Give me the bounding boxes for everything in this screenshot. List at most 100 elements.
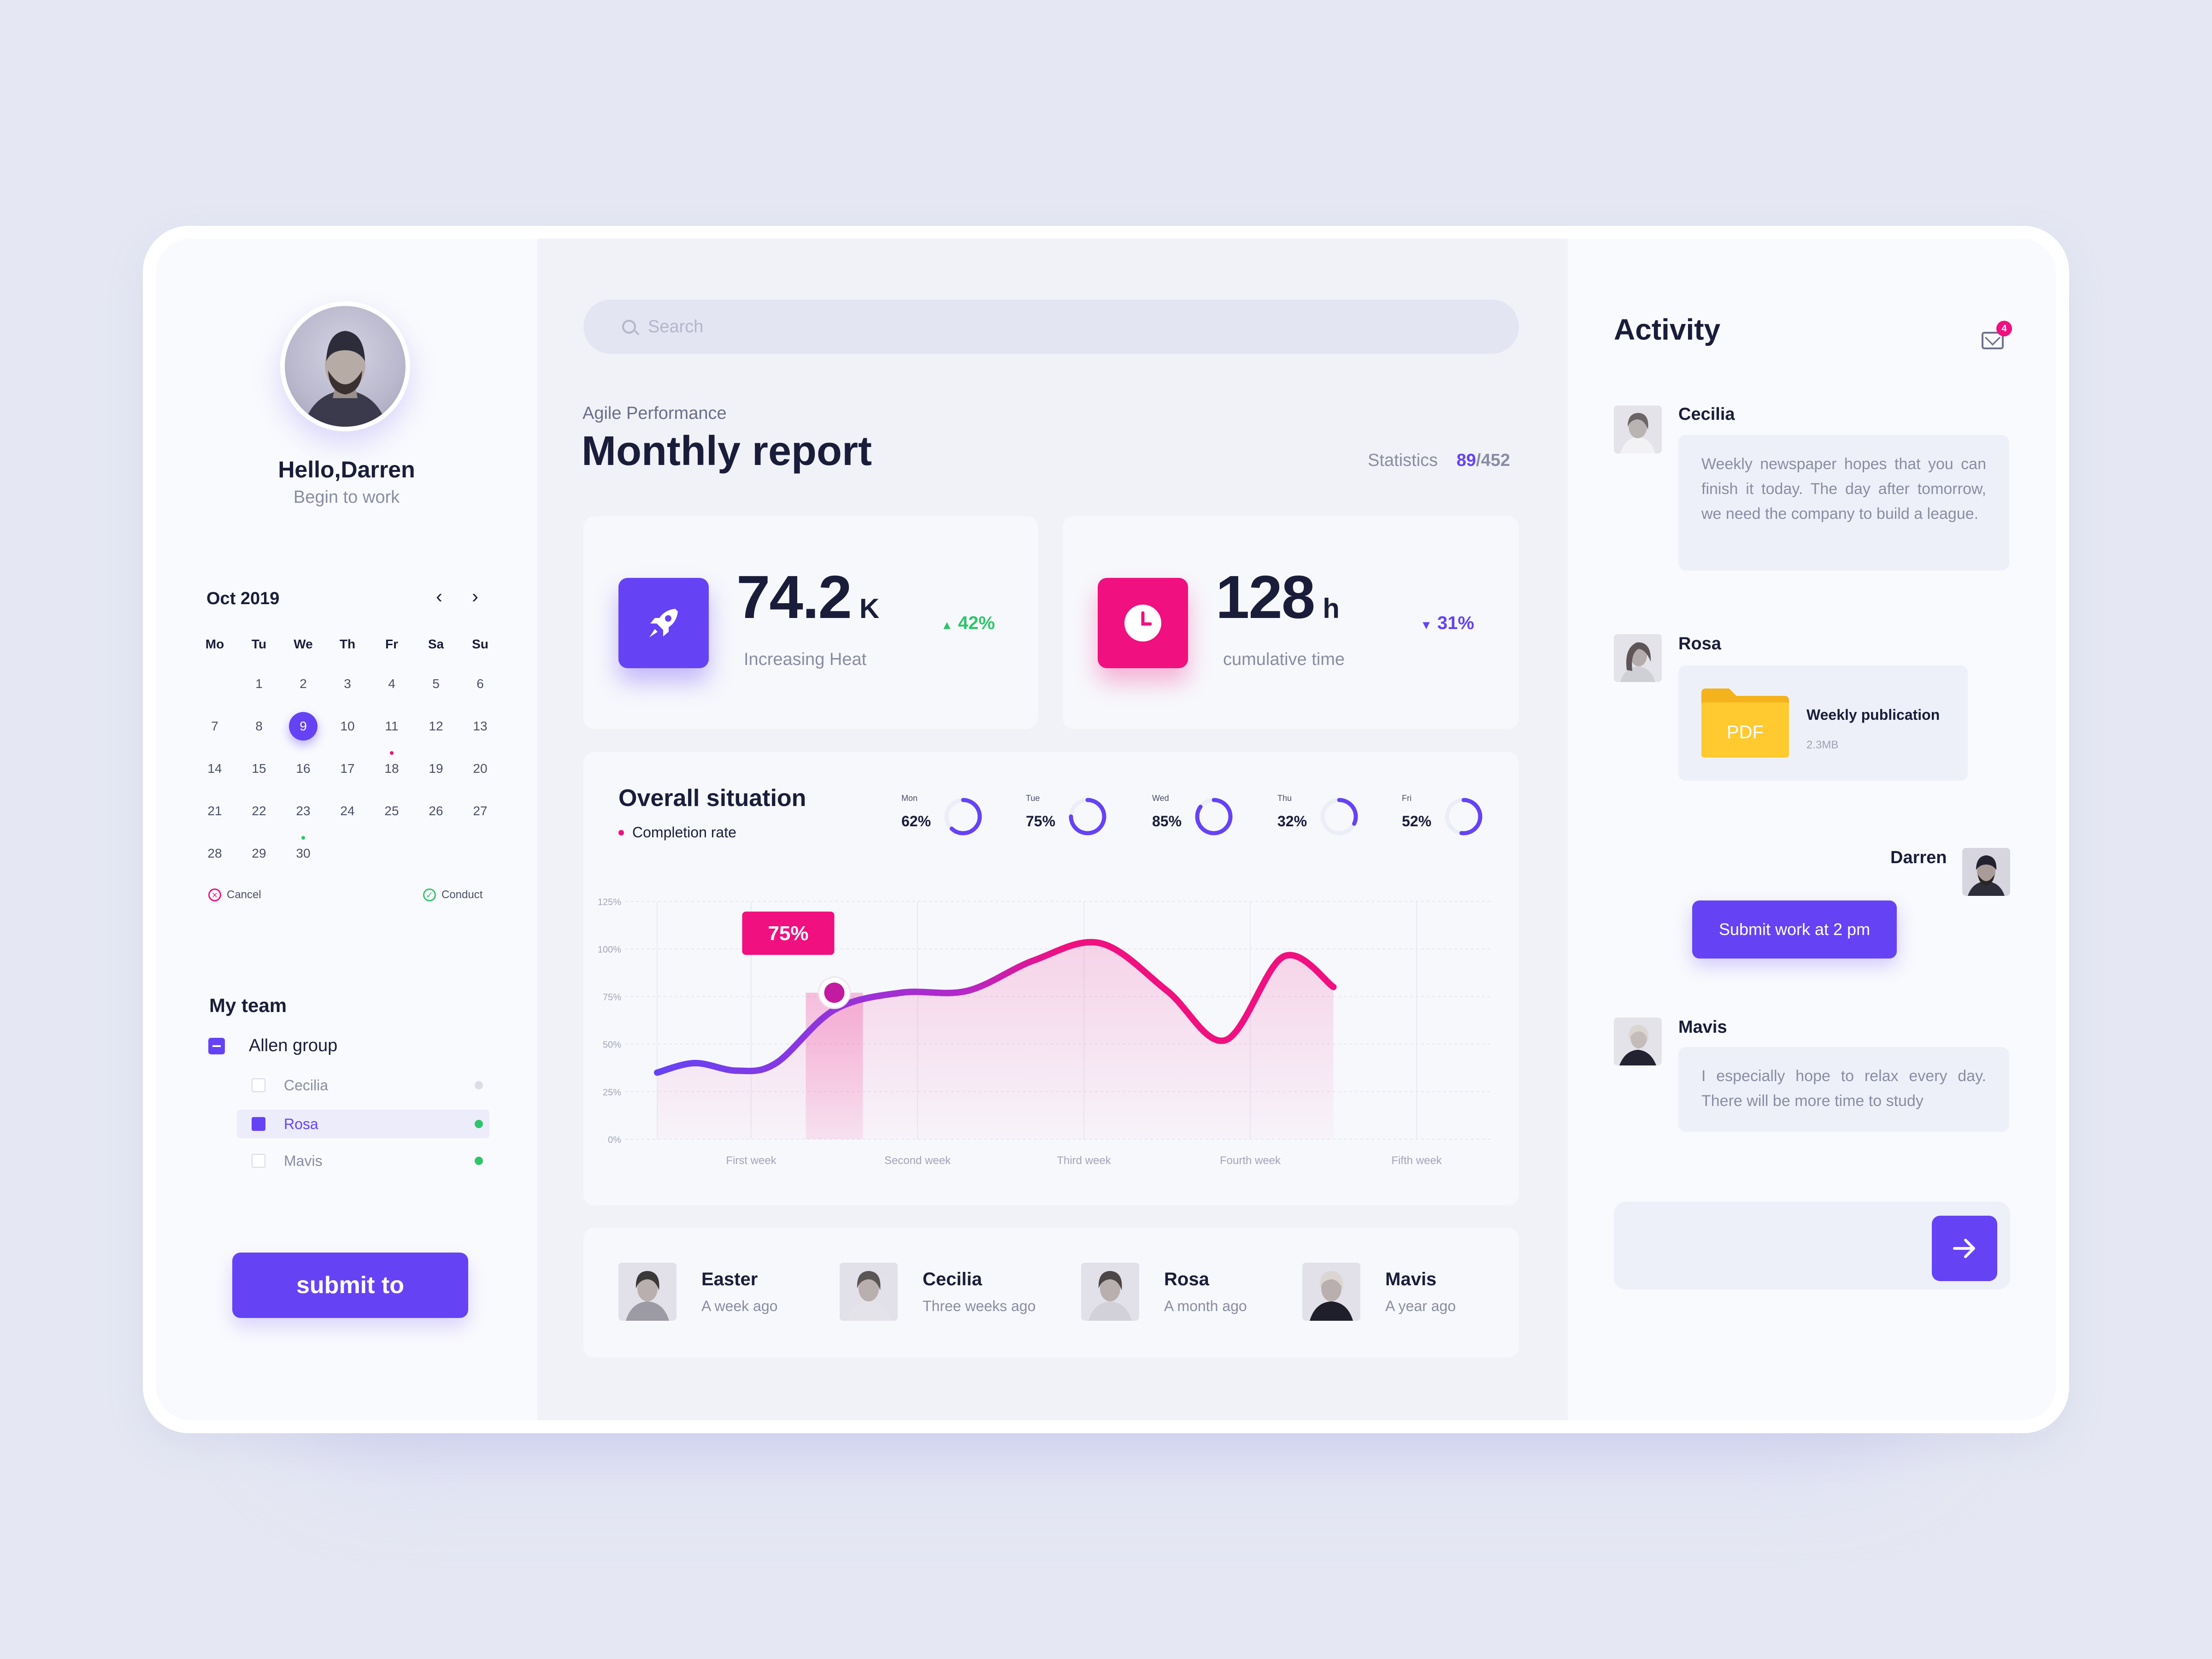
calendar-day[interactable]: 12 [429, 719, 443, 733]
calendar-day[interactable]: 27 [473, 804, 488, 818]
calendar-day[interactable]: 14 [207, 761, 222, 776]
calendar-day[interactable]: 10 [340, 719, 355, 733]
calendar-day[interactable]: 18 [384, 761, 399, 776]
series-line [654, 939, 1337, 1076]
search-bar[interactable] [583, 300, 1519, 354]
completion-ring-mon: Mon 62% [901, 794, 1012, 844]
calendar-day[interactable]: 7 [211, 719, 218, 733]
member-checkbox[interactable] [252, 1154, 265, 1168]
person-name: Mavis [1385, 1269, 1437, 1289]
weekday-label: Su [472, 637, 488, 651]
folder-icon: PDF [1701, 688, 1789, 758]
mail-icon[interactable] [1982, 332, 2004, 349]
calendar-day[interactable]: 1 [255, 677, 263, 691]
calendar-day[interactable]: 3 [344, 677, 351, 691]
submit-button[interactable]: submit to [232, 1253, 468, 1318]
y-tick-label: 0% [608, 1135, 621, 1145]
member-checkbox[interactable] [252, 1078, 265, 1092]
calendar-day[interactable]: 5 [432, 677, 440, 691]
search-input[interactable] [647, 316, 1478, 337]
calendar-day[interactable]: 13 [473, 719, 488, 733]
arrow-up-icon: ▲ [941, 618, 953, 632]
avatar [618, 1263, 677, 1321]
ring-progress [1195, 798, 1233, 835]
member-checkbox[interactable] [252, 1117, 265, 1131]
calendar-week-row: 1 2 3 4 5 6 [193, 663, 502, 705]
calendar-day[interactable]: 26 [429, 804, 443, 818]
status-dot [475, 1120, 483, 1128]
calendar-day[interactable]: 9 [281, 712, 325, 741]
calendar-day[interactable]: 29 [252, 846, 266, 860]
avatar[interactable] [1614, 1018, 1662, 1065]
svg-text:PDF: PDF [1727, 722, 1764, 742]
calendar-day[interactable]: 30 [296, 846, 311, 860]
team-member-mavis[interactable]: Mavis [237, 1147, 489, 1175]
ring-day: Fri [1402, 794, 1412, 803]
weekday-label: Tu [251, 637, 267, 651]
message-composer[interactable] [1614, 1202, 2010, 1289]
kpi-card-time[interactable]: 128 h cumulative time ▼ 31% [1063, 516, 1519, 729]
team-title: My team [209, 994, 287, 1016]
calendar-cancel-button[interactable]: × Cancel [208, 888, 261, 901]
calendar-day[interactable]: 24 [340, 804, 355, 818]
calendar-day[interactable]: 11 [370, 719, 414, 755]
ring-chart [944, 798, 982, 835]
ring-percent: 52% [1402, 813, 1432, 830]
highlight-marker [824, 982, 845, 1003]
kpi-card-heat[interactable]: 74.2 K Increasing Heat ▲ 42% [583, 516, 1038, 729]
send-button[interactable] [1932, 1216, 1997, 1281]
team-group[interactable]: Allen group [208, 1036, 337, 1056]
rocket-icon [618, 578, 709, 668]
avatar[interactable] [1614, 406, 1662, 453]
ring-progress [1320, 798, 1358, 835]
ring-chart [1445, 798, 1483, 835]
file-name: Weekly publication [1806, 706, 1940, 723]
calendar-day[interactable]: 21 [207, 804, 222, 818]
calendar-day[interactable]: 2 [300, 677, 307, 691]
team-member-cecilia[interactable]: Cecilia [237, 1071, 489, 1100]
line-area [657, 942, 1334, 1139]
completion-ring-tue: Tue 75% [1026, 794, 1136, 844]
calendar-day[interactable]: 20 [473, 761, 488, 776]
calendar-day[interactable]: 17 [340, 761, 355, 776]
calendar-prev-button[interactable]: ‹ [436, 585, 442, 607]
y-tick-label: 75% [603, 992, 621, 1002]
calendar-day[interactable]: 4 [388, 677, 395, 691]
statistics: Statistics 89/452 [1368, 451, 1510, 471]
group-checkbox[interactable] [208, 1037, 225, 1054]
calendar-week-row: 14 15 16 17 18 19 20 [193, 747, 502, 790]
calendar-month: Oct 2019 [206, 589, 280, 608]
calendar-day[interactable]: 6 [477, 677, 484, 691]
x-tick-label: Second week [884, 1154, 951, 1167]
calendar-grid: Mo Tu We Th Fr Sa Su 1 2 3 4 5 6 7 8 9 10 11 12 13 14 15 16 17… [193, 626, 502, 875]
avatar [840, 1263, 898, 1321]
calendar-day[interactable]: 16 [296, 761, 311, 776]
avatar[interactable] [1962, 848, 2010, 896]
y-tick-label: 50% [603, 1040, 621, 1050]
situation-subtitle: Completion rate [618, 824, 736, 841]
calendar-day[interactable]: 25 [384, 804, 399, 818]
darren-portrait-icon [303, 331, 387, 427]
calendar-conduct-button[interactable]: ✓ Conduct [423, 888, 482, 901]
calendar-day[interactable]: 28 [207, 846, 222, 860]
cancel-label: Cancel [227, 888, 261, 901]
ring-percent: 62% [901, 813, 931, 830]
calendar-day[interactable]: 23 [281, 804, 325, 840]
y-tick-label: 125% [598, 897, 621, 907]
calendar-next-button[interactable]: › [472, 585, 478, 607]
file-attachment[interactable]: PDF Weekly publication 2.3MB [1678, 665, 1968, 781]
dashboard-window: Hello,Darren Begin to work Oct 2019 ‹ › … [143, 226, 2069, 1433]
clock-icon [1098, 578, 1188, 668]
profile-avatar[interactable] [280, 301, 410, 431]
ring-day: Tue [1026, 794, 1040, 803]
calendar-day[interactable]: 8 [255, 719, 263, 733]
team-member-rosa[interactable]: Rosa [237, 1110, 489, 1138]
person-last-active: A year ago [1385, 1298, 1456, 1314]
calendar-day[interactable]: 22 [252, 804, 266, 818]
x-tick-label: First week [726, 1154, 777, 1167]
team-group-label: Allen group [249, 1036, 338, 1055]
avatar[interactable] [1614, 634, 1662, 682]
calendar-week-row: 28 29 30 [193, 832, 502, 875]
calendar-day[interactable]: 15 [252, 761, 266, 776]
calendar-day[interactable]: 19 [429, 761, 443, 776]
